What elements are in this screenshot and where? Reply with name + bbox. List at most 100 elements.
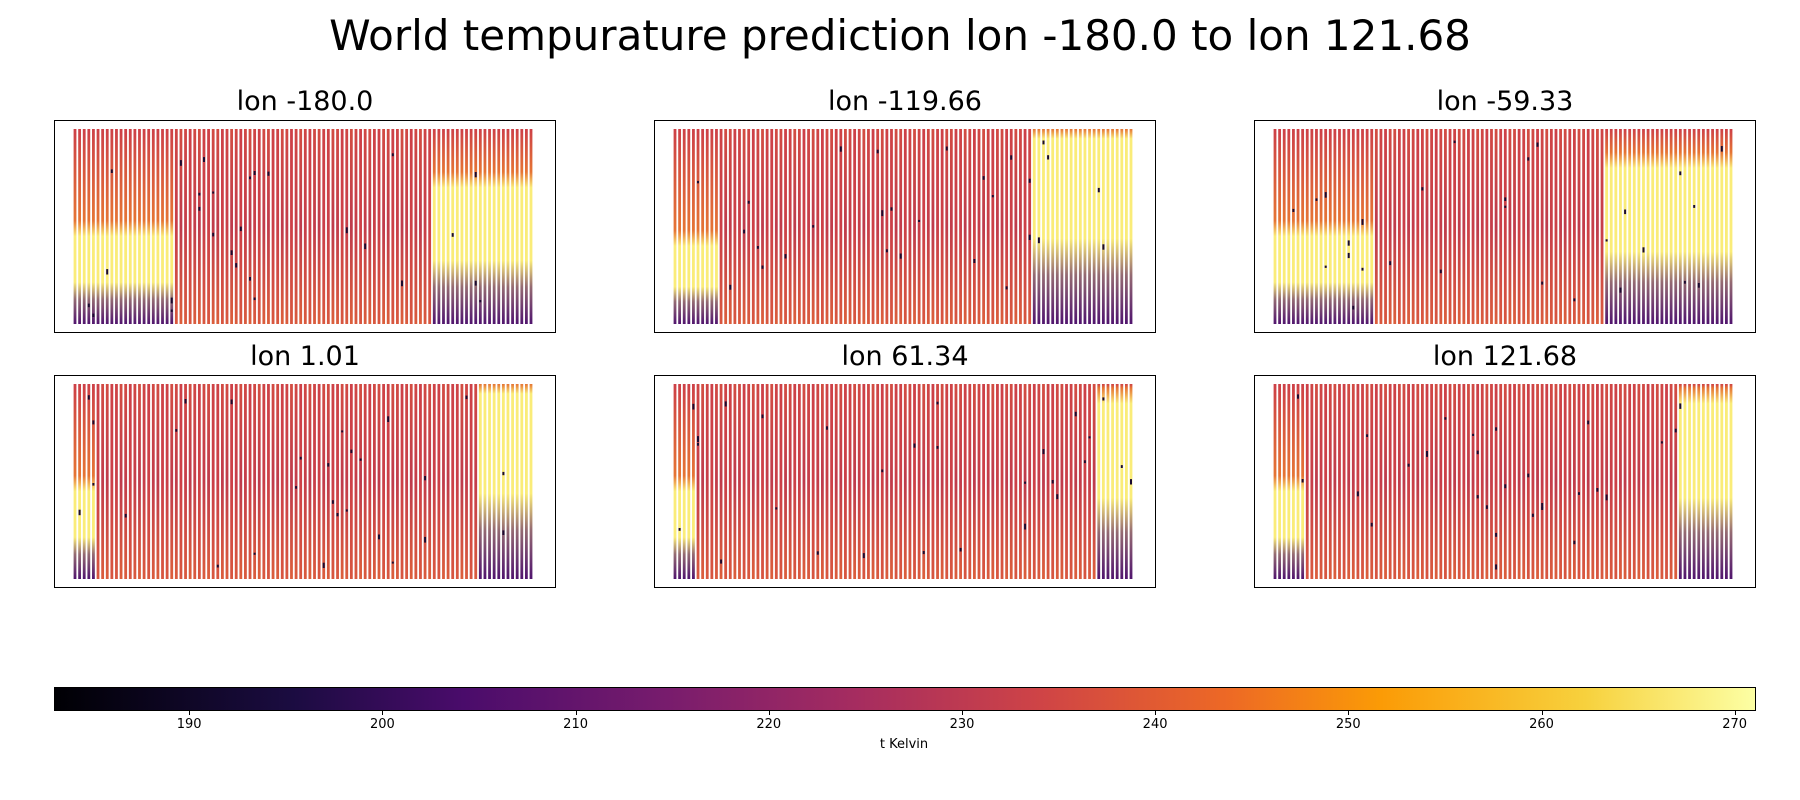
heatmap-speckle [253,297,256,301]
heatmap-stripe [1273,384,1277,579]
heatmap-stripe [784,129,787,324]
heatmap-speckle [87,395,90,400]
heatmap-speckle [1527,473,1530,478]
heatmap-stripe [1674,384,1678,579]
heatmap-stripe [1037,384,1041,579]
heatmap-speckle [391,561,394,564]
heatmap-stripe [968,384,972,579]
heatmap-speckle [239,226,242,232]
heatmap-stripe [501,384,505,579]
heatmap-stripe [931,384,935,579]
heatmap-stripe [239,129,243,324]
heatmap-speckle [212,191,215,194]
heatmap-speckle [761,265,764,269]
heatmap-stripe [1508,129,1512,324]
heatmap-stripe [1669,384,1673,579]
heatmap-stripe [949,129,953,324]
heatmap-stripe [105,384,109,579]
heatmap-stripe [1310,384,1314,579]
heatmap-speckle [391,153,394,157]
heatmap-stripe [262,129,266,324]
heatmap-stripe [1384,129,1387,324]
heatmap-speckle [1527,157,1530,161]
heatmap-stripe [1720,384,1724,579]
heatmap-stripe [830,129,834,324]
heatmap-stripe [922,384,926,579]
heatmap-stripe [87,129,91,324]
heatmap-stripe [1439,384,1443,579]
heatmap-stripe [1028,129,1032,324]
heatmap-stripe [1060,129,1064,324]
heatmap-stripe [506,129,510,324]
heatmap-stripe [797,384,801,579]
heatmap-stripe [308,129,312,324]
heatmap-stripe [1347,384,1351,579]
heatmap-stripe [724,129,728,324]
heatmap-stripe [908,384,912,579]
heatmap-stripe [1374,384,1378,579]
heatmap-stripe [515,384,519,579]
heatmap-stripe [1046,129,1050,324]
heatmap-stripe [197,384,201,579]
heatmap-speckle [401,280,403,287]
heatmap-stripe [437,129,441,324]
heatmap-stripe [382,129,386,324]
heatmap-stripe [1397,129,1401,324]
heatmap-speckle [973,259,976,263]
heatmap-panel [54,375,556,588]
heatmap-stripe [73,384,77,579]
heatmap-speckle [761,414,764,419]
heatmap-stripe [885,129,889,324]
heatmap-stripe [193,384,197,579]
heatmap-speckle [253,171,256,175]
colorbar-tick [768,710,770,715]
heatmap-stripe [128,384,132,579]
heatmap-stripe [692,129,695,324]
heatmap-stripe [372,129,376,324]
heatmap-stripe [807,384,810,579]
heatmap-stripe [1559,129,1562,324]
heatmap-stripe [1453,129,1457,324]
heatmap-stripe [446,129,450,324]
heatmap-stripe [774,129,778,324]
heatmap-stripe [511,129,514,324]
heatmap-stripe [1319,384,1323,579]
heatmap-stripe [326,129,330,324]
heatmap-stripe [354,129,358,324]
heatmap-stripe [954,129,958,324]
heatmap-stripe [1577,384,1581,579]
heatmap-stripe [1097,129,1101,324]
heatmap-stripe [1596,129,1599,324]
colorbar-tick-label: 260 [1529,717,1554,732]
colorbar-tick [1348,710,1350,715]
heatmap-stripe [428,384,432,579]
colorbar-tick [1541,710,1543,715]
heatmap-stripe [1715,384,1719,579]
heatmap-speckle [479,300,482,303]
heatmap-stripe [1416,384,1420,579]
heatmap-stripe [322,384,326,579]
heatmap-speckle [1051,480,1054,484]
heatmap-speckle [175,429,178,432]
heatmap-stripe [751,129,755,324]
heatmap-stripe [1315,384,1318,579]
heatmap-stripe [839,384,843,579]
heatmap-stripe [959,129,962,324]
heatmap-speckle [179,160,182,166]
heatmap-stripe [128,129,132,324]
heatmap-stripe [234,129,238,324]
heatmap-stripe [92,129,95,324]
heatmap-stripe [972,384,976,579]
heatmap-stripe [1014,129,1018,324]
heatmap-stripe [428,129,432,324]
heatmap-speckle [1674,428,1677,433]
heatmap-stripe [220,384,224,579]
heatmap-stripe [267,129,270,324]
heatmap-stripe [1467,384,1470,579]
heatmap-stripe [1328,129,1332,324]
heatmap-speckle [465,395,468,400]
heatmap-stripe [391,129,395,324]
heatmap-stripe [687,384,691,579]
heatmap-stripe [248,129,252,324]
heatmap-stripe [1129,129,1133,324]
